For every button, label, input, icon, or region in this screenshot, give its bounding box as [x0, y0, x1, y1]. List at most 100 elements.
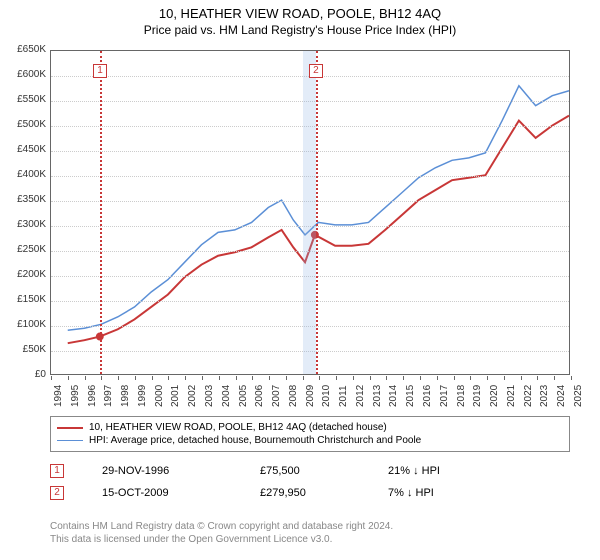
- x-axis-label: 2019: [472, 385, 483, 407]
- y-axis-label: £250K: [2, 244, 46, 255]
- x-axis-label: 2006: [254, 385, 265, 407]
- marker-badge: 2: [309, 64, 323, 78]
- marker-badge: 1: [93, 64, 107, 78]
- legend-label: 10, HEATHER VIEW ROAD, POOLE, BH12 4AQ (…: [89, 422, 387, 433]
- y-axis-label: £350K: [2, 194, 46, 205]
- y-axis-label: £600K: [2, 69, 46, 80]
- x-tick: [386, 376, 387, 380]
- x-tick: [68, 376, 69, 380]
- x-tick: [504, 376, 505, 380]
- series-line-hpi: [68, 86, 569, 330]
- x-axis-label: 2003: [204, 385, 215, 407]
- transaction-badge: 1: [50, 464, 64, 478]
- x-tick: [537, 376, 538, 380]
- x-axis-label: 2011: [338, 385, 349, 407]
- transaction-date: 29-NOV-1996: [102, 465, 222, 477]
- legend-swatch: [57, 427, 83, 429]
- transaction-row: 1 29-NOV-1996 £75,500 21% ↓ HPI: [50, 460, 570, 482]
- x-tick: [85, 376, 86, 380]
- chart-title: 10, HEATHER VIEW ROAD, POOLE, BH12 4AQ: [0, 0, 600, 21]
- x-axis-label: 2008: [288, 385, 299, 407]
- x-tick: [353, 376, 354, 380]
- x-tick: [487, 376, 488, 380]
- x-tick: [303, 376, 304, 380]
- legend-row: 10, HEATHER VIEW ROAD, POOLE, BH12 4AQ (…: [57, 421, 563, 434]
- transaction-date: 15-OCT-2009: [102, 487, 222, 499]
- transaction-delta: 7% ↓ HPI: [388, 487, 488, 499]
- x-axis-label: 2017: [439, 385, 450, 407]
- x-axis-label: 2012: [355, 385, 366, 407]
- x-axis-label: 2000: [154, 385, 165, 407]
- x-tick: [135, 376, 136, 380]
- x-axis-label: 2009: [305, 385, 316, 407]
- x-axis-label: 2010: [321, 385, 332, 407]
- x-axis-label: 2023: [539, 385, 550, 407]
- x-tick: [168, 376, 169, 380]
- transaction-table: 1 29-NOV-1996 £75,500 21% ↓ HPI 2 15-OCT-2009…: [50, 460, 570, 504]
- y-axis-label: £200K: [2, 269, 46, 280]
- x-axis-label: 2002: [187, 385, 198, 407]
- footer-attribution: Contains HM Land Registry data © Crown c…: [50, 520, 570, 546]
- shaded-region: [303, 51, 316, 374]
- x-tick: [118, 376, 119, 380]
- y-axis-label: £0: [2, 369, 46, 380]
- x-axis-label: 2014: [388, 385, 399, 407]
- x-axis-label: 2005: [238, 385, 249, 407]
- x-axis-label: 2007: [271, 385, 282, 407]
- y-axis-label: £100K: [2, 319, 46, 330]
- legend-row: HPI: Average price, detached house, Bour…: [57, 434, 563, 447]
- footer-line: Contains HM Land Registry data © Crown c…: [50, 520, 570, 533]
- x-tick: [269, 376, 270, 380]
- transaction-price: £279,950: [260, 487, 350, 499]
- x-tick: [185, 376, 186, 380]
- chart-subtitle: Price paid vs. HM Land Registry's House …: [0, 21, 600, 41]
- x-axis-label: 2004: [221, 385, 232, 407]
- x-tick: [521, 376, 522, 380]
- x-axis-label: 2018: [456, 385, 467, 407]
- x-tick: [286, 376, 287, 380]
- y-axis-label: £300K: [2, 219, 46, 230]
- x-axis-label: 2021: [506, 385, 517, 407]
- legend-label: HPI: Average price, detached house, Bour…: [89, 435, 421, 446]
- x-tick: [101, 376, 102, 380]
- plot-area: 12: [50, 50, 570, 375]
- x-tick: [152, 376, 153, 380]
- x-axis-label: 2020: [489, 385, 500, 407]
- x-tick: [403, 376, 404, 380]
- x-tick: [454, 376, 455, 380]
- transaction-delta: 21% ↓ HPI: [388, 465, 488, 477]
- marker-line: [316, 51, 318, 374]
- y-axis-label: £500K: [2, 119, 46, 130]
- x-axis-label: 1999: [137, 385, 148, 407]
- x-tick: [571, 376, 572, 380]
- x-tick: [336, 376, 337, 380]
- transaction-badge: 2: [50, 486, 64, 500]
- x-axis-label: 1994: [53, 385, 64, 407]
- x-axis-label: 2001: [170, 385, 181, 407]
- x-tick: [370, 376, 371, 380]
- x-tick: [219, 376, 220, 380]
- y-axis-label: £150K: [2, 294, 46, 305]
- y-axis-label: £400K: [2, 169, 46, 180]
- marker-line: [100, 51, 102, 374]
- legend-box: 10, HEATHER VIEW ROAD, POOLE, BH12 4AQ (…: [50, 416, 570, 452]
- footer-line: This data is licensed under the Open Gov…: [50, 533, 570, 546]
- x-axis-label: 2013: [372, 385, 383, 407]
- x-tick: [252, 376, 253, 380]
- transaction-price: £75,500: [260, 465, 350, 477]
- x-axis-label: 2016: [422, 385, 433, 407]
- x-tick: [470, 376, 471, 380]
- y-axis-label: £650K: [2, 44, 46, 55]
- x-axis-label: 1997: [103, 385, 114, 407]
- y-axis-label: £50K: [2, 344, 46, 355]
- x-tick: [437, 376, 438, 380]
- x-axis-label: 2024: [556, 385, 567, 407]
- x-tick: [236, 376, 237, 380]
- series-line-house: [68, 116, 569, 344]
- x-axis-label: 2022: [523, 385, 534, 407]
- y-axis-label: £550K: [2, 94, 46, 105]
- x-axis-label: 1996: [87, 385, 98, 407]
- transaction-row: 2 15-OCT-2009 £279,950 7% ↓ HPI: [50, 482, 570, 504]
- legend-swatch: [57, 440, 83, 441]
- x-axis-label: 1998: [120, 385, 131, 407]
